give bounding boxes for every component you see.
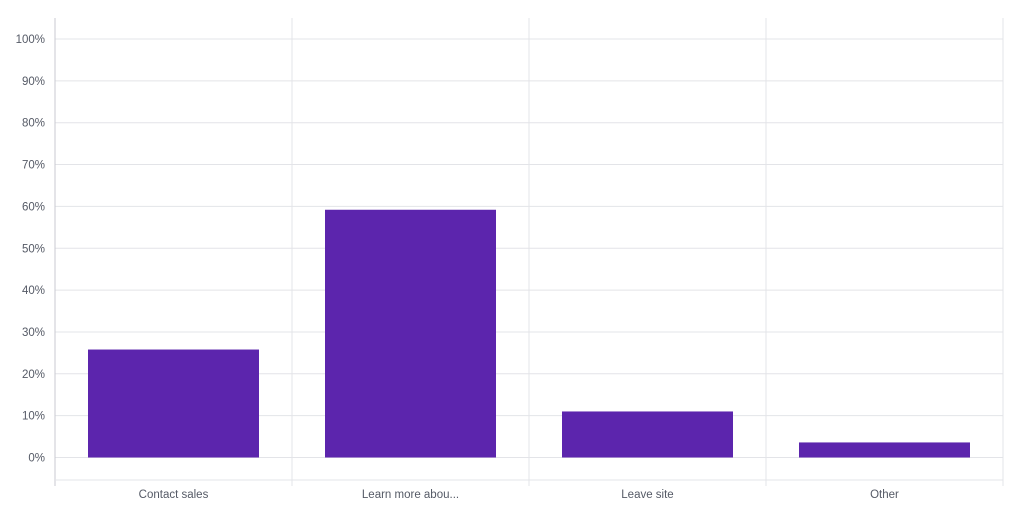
y-tick-label: 50% (22, 243, 45, 255)
y-tick-label: 40% (22, 285, 45, 297)
x-category-label: Contact sales (139, 489, 209, 501)
y-tick-label: 10% (22, 411, 45, 423)
y-tick-label: 80% (22, 118, 45, 130)
bars (88, 209, 970, 458)
y-tick-label: 90% (22, 76, 45, 88)
bar-4 (799, 442, 970, 458)
y-tick-label: 20% (22, 369, 45, 381)
y-tick-label: 0% (28, 453, 45, 465)
y-tick-label: 30% (22, 327, 45, 339)
grid-lines (54, 18, 1004, 486)
bar-2 (325, 209, 496, 458)
x-axis-category-labels: Contact sales Learn more abou... Leave sit… (139, 489, 899, 501)
y-tick-label: 100% (16, 34, 45, 46)
bar-1 (88, 349, 259, 458)
x-category-label: Leave site (621, 489, 673, 501)
y-axis-tick-labels: 0% 10% 20% 30% 40% 50% 60% 70% 80% 90% 100% (16, 34, 45, 465)
x-category-label: Learn more abou... (362, 489, 459, 501)
x-category-label: Other (870, 489, 899, 501)
bar-3 (562, 411, 733, 458)
y-tick-label: 60% (22, 201, 45, 213)
y-tick-label: 70% (22, 160, 45, 172)
